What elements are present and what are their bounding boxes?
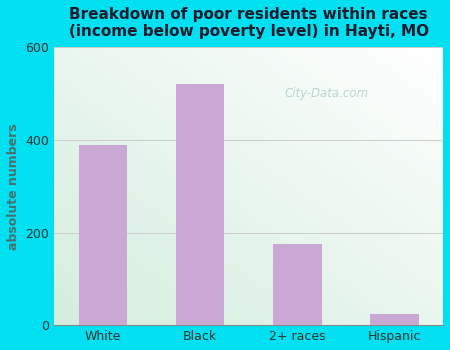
Bar [370, 314, 419, 325]
Bar [79, 145, 127, 325]
Title: Breakdown of poor residents within races
(income below poverty level) in Hayti, : Breakdown of poor residents within races… [68, 7, 429, 39]
Y-axis label: absolute numbers: absolute numbers [7, 123, 20, 250]
Bar [176, 84, 225, 325]
Bar [273, 244, 322, 325]
Text: City-Data.com: City-Data.com [284, 88, 369, 100]
